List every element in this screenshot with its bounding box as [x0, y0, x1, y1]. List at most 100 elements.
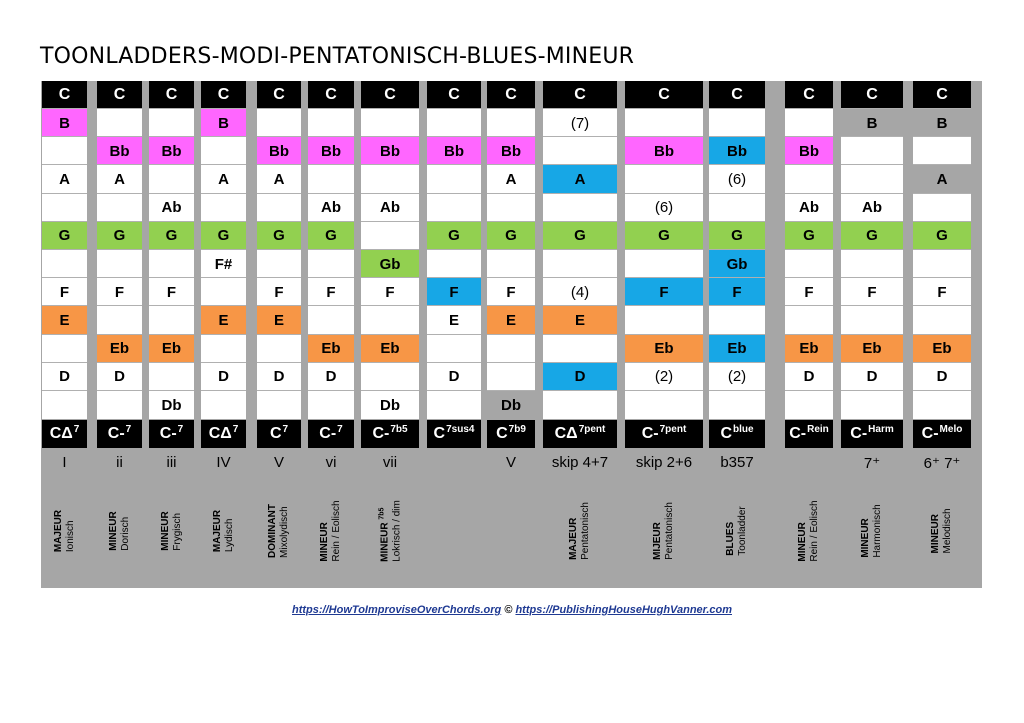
- empty-cell: [201, 333, 246, 363]
- note-cell: F: [257, 277, 301, 307]
- mode-name: Melodisch: [942, 508, 953, 554]
- empty-cell: [427, 333, 481, 363]
- chord-symbol: C: [433, 425, 446, 442]
- empty-cell: [361, 220, 419, 250]
- note-cell: (7): [543, 108, 617, 137]
- footer-link-howtoimprovise[interactable]: https://HowToImproviseOverChords.org: [292, 604, 502, 616]
- scale-header-c: C: [308, 81, 354, 108]
- empty-cell: [97, 249, 142, 278]
- empty-cell: [149, 249, 194, 278]
- empty-cell: [427, 249, 481, 278]
- chord-label: CΔ 7: [42, 420, 87, 448]
- note-cell: A: [97, 164, 142, 194]
- mode-name: Ionisch: [64, 520, 76, 553]
- empty-cell: [841, 390, 903, 419]
- scale-header-c: C: [625, 81, 703, 108]
- chord-extension: Rein: [807, 423, 829, 435]
- empty-cell: [841, 164, 903, 194]
- mode-type-text: MAJEUR: [568, 517, 579, 560]
- note-cell: F: [42, 277, 87, 307]
- mode-type-text: MINEUR: [319, 522, 330, 562]
- note-cell: Bb: [487, 136, 535, 166]
- mode-text: MINEUR Rein / Eolisch: [319, 500, 343, 561]
- note-cell: A: [257, 164, 301, 194]
- scale-header-c: C: [487, 81, 535, 108]
- note-cell: Bb: [427, 136, 481, 166]
- note-cell: (2): [709, 361, 765, 391]
- note-cell: (6): [709, 164, 765, 194]
- mode-type: MINEUR 7b5: [376, 500, 391, 562]
- note-cell: D: [257, 361, 301, 391]
- note-cell: D: [201, 361, 246, 391]
- empty-cell: [201, 390, 246, 419]
- empty-cell: [361, 164, 419, 194]
- mode-type-text: MINEUR: [159, 511, 171, 551]
- note-cell: D: [543, 361, 617, 391]
- note-cell: Db: [487, 390, 535, 419]
- scale-degree: I: [62, 454, 67, 471]
- mode-type-text: DOMINANT: [267, 504, 278, 558]
- chord-label: C- 7: [308, 420, 354, 448]
- chord-label: CΔ 7: [201, 420, 246, 448]
- mode-text: MIJEUR Pentatonisch: [652, 502, 676, 560]
- chord-label: C- 7pent: [625, 420, 703, 448]
- mode-type-text: MINEUR: [860, 518, 871, 558]
- empty-cell: [201, 136, 246, 166]
- chord-label: C- 7: [149, 420, 194, 448]
- empty-cell: [785, 164, 833, 194]
- mode-text: BLUES Toonladder: [725, 506, 749, 555]
- mode-name: Mixolydisch: [279, 506, 290, 558]
- note-cell: Ab: [149, 192, 194, 222]
- chord-symbol: C-: [159, 425, 177, 442]
- scale-degree: skip 4+7: [551, 454, 609, 471]
- note-cell: Ab: [841, 192, 903, 222]
- empty-cell: [257, 390, 301, 419]
- scale-header-c: C: [709, 81, 765, 108]
- mode-name: Rein / Eolisch: [331, 500, 342, 562]
- chord-extension: 7: [337, 423, 343, 435]
- note-cell: G: [785, 220, 833, 250]
- footer-link-publishinghouse[interactable]: https://PublishingHouseHughVanner.com: [515, 604, 732, 616]
- mode-type-text: MAJEUR: [211, 509, 223, 553]
- mode-type: MINEUR: [160, 511, 172, 550]
- mode-type-text: MINEUR: [379, 522, 391, 562]
- mode-type: MINEUR: [860, 504, 872, 557]
- empty-cell: [42, 333, 87, 363]
- note-cell: Eb: [625, 333, 703, 363]
- note-cell: A: [487, 164, 535, 194]
- note-cell: Bb: [709, 136, 765, 166]
- scale-chart: C B A G F E D CΔ 7 I MAJEUR Ionisch C Bb A G F Eb D C- 7 ii MI…: [41, 81, 982, 588]
- note-cell: Ab: [785, 192, 833, 222]
- note-cell: D: [42, 361, 87, 391]
- note-cell: D: [308, 361, 354, 391]
- note-cell: G: [841, 220, 903, 250]
- scale-degree: 6⁺ 7⁺: [923, 455, 961, 472]
- empty-cell: [543, 136, 617, 166]
- empty-cell: [913, 249, 971, 278]
- chord-extension: 7: [73, 423, 80, 435]
- chord-symbol: C-: [641, 425, 659, 442]
- chord-symbol: CΔ: [554, 425, 578, 442]
- note-cell: E: [257, 305, 301, 335]
- mode-label: MINEUR Rein / Eolisch: [311, 479, 351, 584]
- mode-name: Rein / Eolisch: [809, 500, 820, 562]
- note-cell: G: [97, 220, 142, 250]
- chord-symbol: C-: [319, 425, 337, 442]
- note-cell: G: [201, 220, 246, 250]
- chord-symbol: CΔ: [49, 425, 73, 442]
- chord-extension: Melo: [939, 423, 963, 435]
- chord-extension: 7: [177, 423, 184, 435]
- note-cell: Eb: [97, 333, 142, 363]
- note-cell: F: [709, 277, 765, 307]
- mode-type: MIJEUR: [652, 502, 664, 560]
- empty-cell: [487, 249, 535, 278]
- note-cell: E: [201, 305, 246, 335]
- mode-text: MAJEUR Ionisch: [53, 510, 77, 552]
- scale-degree: V: [273, 454, 284, 471]
- note-cell: Eb: [841, 333, 903, 363]
- empty-cell: [257, 333, 301, 363]
- empty-cell: [785, 108, 833, 137]
- empty-cell: [841, 305, 903, 335]
- note-cell: D: [841, 361, 903, 391]
